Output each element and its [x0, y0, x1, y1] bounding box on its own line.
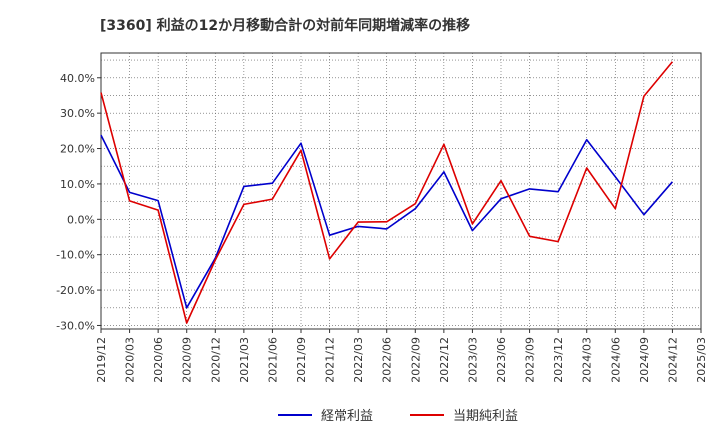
grid-layer	[101, 53, 701, 329]
series-line-2	[100, 61, 674, 324]
x-tick-label: 2020/12	[209, 337, 222, 383]
y-tick-label: 0.0%	[67, 213, 95, 226]
plot-area	[100, 52, 702, 330]
x-tick-label: 2021/03	[238, 337, 251, 383]
x-tick-label: 2019/12	[95, 337, 108, 383]
x-tick-label: 2020/03	[124, 337, 137, 383]
y-tick-label: 20.0%	[60, 143, 95, 156]
y-axis-ticks: -30.0% -20.0% -10.0% 0.0% 10.0% 20.0% 30.0% 40.…	[56, 72, 101, 332]
x-tick-label: 2022/12	[438, 337, 451, 383]
x-tick-label: 2024/06	[609, 337, 622, 383]
y-tick-label: -30.0%	[56, 319, 95, 332]
x-tick-label: 2023/12	[552, 337, 565, 383]
x-axis-ticks: 2019/12 2020/03 2020/06 2020/09 2020/12 2021/…	[95, 329, 708, 383]
x-tick-label: 2021/12	[324, 337, 337, 383]
legend-label-1: 経常利益	[321, 409, 373, 424]
x-tick-label: 2023/03	[466, 337, 479, 383]
x-tick-label: 2023/06	[495, 337, 508, 383]
y-tick-label: 10.0%	[60, 178, 95, 191]
x-tick-label: 2025/03	[695, 337, 708, 383]
y-tick-label: -20.0%	[56, 284, 95, 297]
x-tick-label: 2023/09	[524, 337, 537, 383]
chart-title: [3360] 利益の12か月移動合計の対前年同期増減率の推移	[100, 17, 470, 34]
legend: 経常利益 当期純利益	[278, 409, 518, 424]
x-tick-label: 2020/09	[181, 337, 194, 383]
x-tick-label: 2022/06	[381, 337, 394, 383]
x-tick-label: 2022/09	[409, 337, 422, 383]
y-tick-label: -10.0%	[56, 249, 95, 262]
x-tick-label: 2024/03	[581, 337, 594, 383]
x-tick-label: 2021/09	[295, 337, 308, 383]
y-tick-label: 30.0%	[60, 107, 95, 120]
y-tick-label: 40.0%	[60, 72, 95, 85]
x-tick-label: 2021/06	[266, 337, 279, 383]
legend-label-2: 当期純利益	[453, 409, 518, 424]
series-layer	[100, 61, 674, 324]
x-tick-label: 2024/12	[666, 337, 679, 383]
x-tick-label: 2020/06	[152, 337, 165, 383]
x-tick-label: 2024/09	[638, 337, 651, 383]
series-line-1	[100, 134, 674, 309]
x-tick-label: 2022/03	[352, 337, 365, 383]
